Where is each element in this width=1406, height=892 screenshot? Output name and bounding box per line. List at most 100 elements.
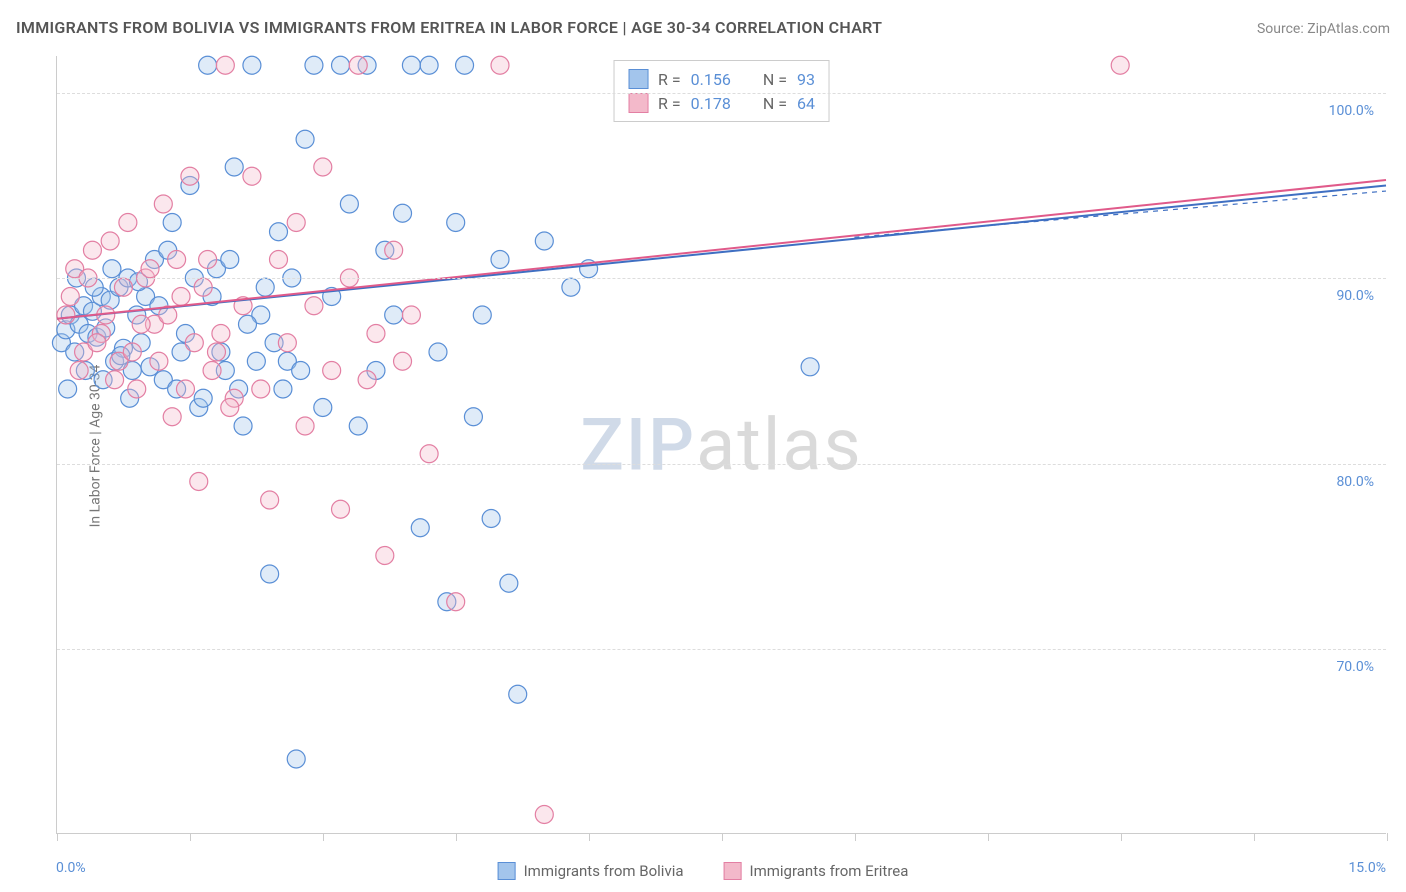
legend-swatch-eritrea [628, 93, 648, 113]
data-point-eritrea [491, 56, 509, 74]
grid-line [57, 464, 1386, 465]
data-point-bolivia [473, 306, 491, 324]
data-point-bolivia [287, 750, 305, 768]
x-tick [855, 833, 856, 841]
data-point-bolivia [296, 130, 314, 148]
data-point-bolivia [464, 408, 482, 426]
data-point-eritrea [190, 473, 208, 491]
data-point-eritrea [154, 195, 172, 213]
data-point-bolivia [562, 278, 580, 296]
n-label: N = [763, 94, 787, 113]
data-point-bolivia [340, 195, 358, 213]
data-point-eritrea [367, 325, 385, 343]
x-tick [1121, 833, 1122, 841]
data-point-eritrea [199, 251, 217, 269]
data-point-bolivia [535, 232, 553, 250]
data-point-eritrea [394, 352, 412, 370]
correlation-chart: IMMIGRANTS FROM BOLIVIA VS IMMIGRANTS FR… [0, 0, 1406, 892]
data-point-eritrea [88, 334, 106, 352]
data-point-eritrea [261, 491, 279, 509]
plot-svg [57, 56, 1386, 833]
data-point-bolivia [411, 519, 429, 537]
data-point-eritrea [101, 232, 119, 250]
data-point-eritrea [376, 547, 394, 565]
data-point-bolivia [801, 358, 819, 376]
data-point-bolivia [256, 278, 274, 296]
data-point-bolivia [394, 204, 412, 222]
grid-line [57, 93, 1386, 94]
data-point-bolivia [274, 380, 292, 398]
data-point-eritrea [323, 362, 341, 380]
data-point-eritrea [447, 593, 465, 611]
x-tick [988, 833, 989, 841]
x-tick [1387, 833, 1388, 841]
data-point-bolivia [243, 56, 261, 74]
data-point-eritrea [296, 417, 314, 435]
data-point-bolivia [221, 251, 239, 269]
data-point-bolivia [482, 510, 500, 528]
data-point-eritrea [535, 806, 553, 824]
data-point-bolivia [349, 417, 367, 435]
trend-line-dashed-bolivia [854, 191, 1386, 237]
x-tick [456, 833, 457, 841]
data-point-bolivia [163, 214, 181, 232]
data-point-eritrea [181, 167, 199, 185]
data-point-eritrea [57, 306, 75, 324]
stats-legend: R = 0.156 N = 93 R = 0.178 N = 64 [613, 60, 830, 122]
data-point-eritrea [168, 251, 186, 269]
grid-line [57, 649, 1386, 650]
data-point-bolivia [199, 56, 217, 74]
legend-item-bolivia: Immigrants from Bolivia [498, 862, 684, 880]
data-point-eritrea [287, 214, 305, 232]
data-point-eritrea [172, 288, 190, 306]
data-point-eritrea [216, 56, 234, 74]
data-point-bolivia [509, 685, 527, 703]
data-point-eritrea [83, 241, 101, 259]
x-axis-max-label: 15.0% [1348, 860, 1386, 876]
data-point-eritrea [70, 362, 88, 380]
data-point-eritrea [243, 167, 261, 185]
r-value-bolivia: 0.156 [691, 70, 731, 89]
data-point-eritrea [212, 325, 230, 343]
data-point-eritrea [128, 380, 146, 398]
n-label: N = [763, 70, 787, 89]
data-point-eritrea [402, 306, 420, 324]
data-point-bolivia [456, 56, 474, 74]
x-tick [323, 833, 324, 841]
y-tick-label: 90.0% [1336, 288, 1374, 304]
data-point-eritrea [278, 334, 296, 352]
trend-line-eritrea [57, 180, 1386, 319]
data-point-eritrea [114, 278, 132, 296]
data-point-bolivia [491, 251, 509, 269]
chart-title: IMMIGRANTS FROM BOLIVIA VS IMMIGRANTS FR… [16, 18, 882, 37]
data-point-eritrea [314, 158, 332, 176]
stats-legend-row-bolivia: R = 0.156 N = 93 [628, 67, 815, 91]
data-point-bolivia [500, 574, 518, 592]
stats-legend-row-eritrea: R = 0.178 N = 64 [628, 91, 815, 115]
data-point-bolivia [292, 362, 310, 380]
x-tick [589, 833, 590, 841]
data-point-bolivia [194, 389, 212, 407]
x-tick [1254, 833, 1255, 841]
data-point-bolivia [261, 565, 279, 583]
data-point-eritrea [194, 278, 212, 296]
legend-label-eritrea: Immigrants from Eritrea [750, 862, 909, 880]
data-point-bolivia [385, 306, 403, 324]
data-point-bolivia [59, 380, 77, 398]
x-tick [722, 833, 723, 841]
data-point-eritrea [119, 214, 137, 232]
data-point-bolivia [238, 315, 256, 333]
data-point-eritrea [305, 297, 323, 315]
data-point-bolivia [314, 399, 332, 417]
legend-item-eritrea: Immigrants from Eritrea [724, 862, 909, 880]
data-point-bolivia [225, 158, 243, 176]
data-point-eritrea [123, 343, 141, 361]
data-point-bolivia [332, 56, 350, 74]
n-value-eritrea: 64 [797, 94, 815, 113]
data-point-eritrea [132, 315, 150, 333]
data-point-eritrea [270, 251, 288, 269]
data-point-bolivia [429, 343, 447, 361]
data-point-bolivia [420, 56, 438, 74]
source-attribution: Source: ZipAtlas.com [1257, 21, 1390, 37]
data-point-eritrea [358, 371, 376, 389]
